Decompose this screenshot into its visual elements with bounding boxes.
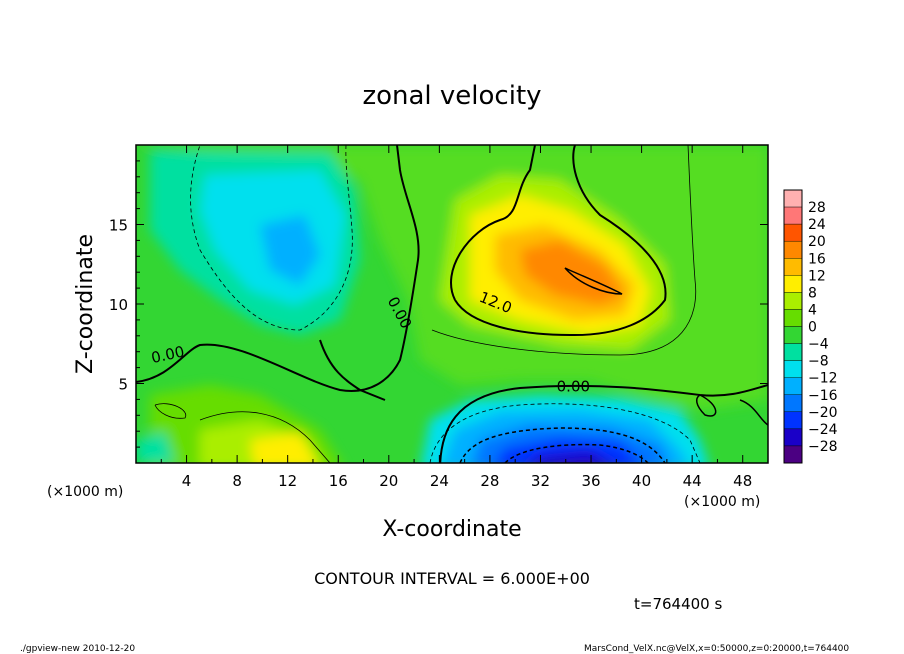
colorbar-swatch bbox=[783, 411, 803, 430]
y-axis-label: Z-coordinate bbox=[73, 234, 98, 374]
colorbar-label: 4 bbox=[808, 302, 817, 318]
colorbar-swatch bbox=[783, 377, 803, 395]
colorbar-label: 0 bbox=[808, 320, 817, 336]
colorbar-swatch bbox=[783, 326, 803, 344]
colorbar-swatch bbox=[783, 309, 803, 327]
x-tick-label: 16 bbox=[329, 472, 348, 490]
x-tick-label: 48 bbox=[733, 472, 752, 490]
colorbar-swatch bbox=[783, 189, 803, 208]
x-unit-right: (×1000 m) bbox=[684, 494, 760, 510]
colorbar-swatch bbox=[783, 223, 803, 242]
y-tick-label: 10 bbox=[109, 296, 128, 314]
velocity-field: 0.000.00 12.00.00 bbox=[136, 145, 768, 463]
chart-title: zonal velocity bbox=[362, 81, 541, 111]
x-tick-label: 32 bbox=[531, 472, 550, 490]
colorbar-swatch bbox=[783, 240, 803, 259]
colorbar-label: 8 bbox=[808, 285, 817, 301]
x-tick-label: 28 bbox=[480, 472, 499, 490]
colorbar-label: 28 bbox=[808, 200, 826, 216]
colorbar-label: 20 bbox=[808, 234, 826, 250]
x-tick-label: 20 bbox=[379, 472, 398, 490]
colorbar-label: −28 bbox=[808, 439, 838, 455]
colorbar bbox=[783, 189, 803, 464]
colorbar-swatch bbox=[783, 343, 803, 361]
footer-left: ./gpview-new 2010-12-20 bbox=[20, 644, 135, 654]
colorbar-swatch bbox=[783, 258, 803, 276]
colorbar-swatch bbox=[783, 445, 803, 464]
colorbar-label: −4 bbox=[808, 337, 829, 353]
colorbar-label: −8 bbox=[808, 354, 829, 370]
colorbar-label: 12 bbox=[808, 268, 826, 284]
colorbar-label: 16 bbox=[808, 251, 826, 267]
colorbar-label: −12 bbox=[808, 371, 838, 387]
x-tick-label: 8 bbox=[232, 472, 242, 490]
colorbar-swatch bbox=[783, 394, 803, 413]
x-tick-label: 40 bbox=[632, 472, 651, 490]
x-axis-label: X-coordinate bbox=[382, 517, 521, 542]
contour-interval: CONTOUR INTERVAL = 6.000E+00 bbox=[314, 569, 590, 588]
x-tick-label: 44 bbox=[683, 472, 702, 490]
colorbar-label: −24 bbox=[808, 422, 838, 438]
colorbar-frame bbox=[783, 189, 803, 464]
colorbar-swatch bbox=[783, 292, 803, 310]
colorbar-label: −16 bbox=[808, 388, 838, 404]
colorbar-label: −20 bbox=[808, 405, 838, 421]
x-tick-label: 12 bbox=[278, 472, 297, 490]
colorbar-swatch bbox=[783, 275, 803, 293]
y-tick-label: 5 bbox=[118, 376, 128, 394]
time-label: t=764400 s bbox=[634, 595, 722, 613]
y-tick-label: 15 bbox=[109, 217, 128, 235]
colorbar-swatch bbox=[783, 428, 803, 447]
colorbar-label: 24 bbox=[808, 217, 826, 233]
colorbar-swatch bbox=[783, 360, 803, 378]
x-tick-label: 36 bbox=[581, 472, 600, 490]
contour-label: 0.00 bbox=[557, 377, 590, 395]
footer-right: MarsCond_VelX.nc@VelX,x=0:50000,z=0:2000… bbox=[584, 644, 849, 654]
colorbar-swatch bbox=[783, 206, 803, 225]
x-tick-label: 4 bbox=[182, 472, 192, 490]
x-unit-left: (×1000 m) bbox=[47, 484, 123, 500]
x-tick-label: 24 bbox=[430, 472, 449, 490]
